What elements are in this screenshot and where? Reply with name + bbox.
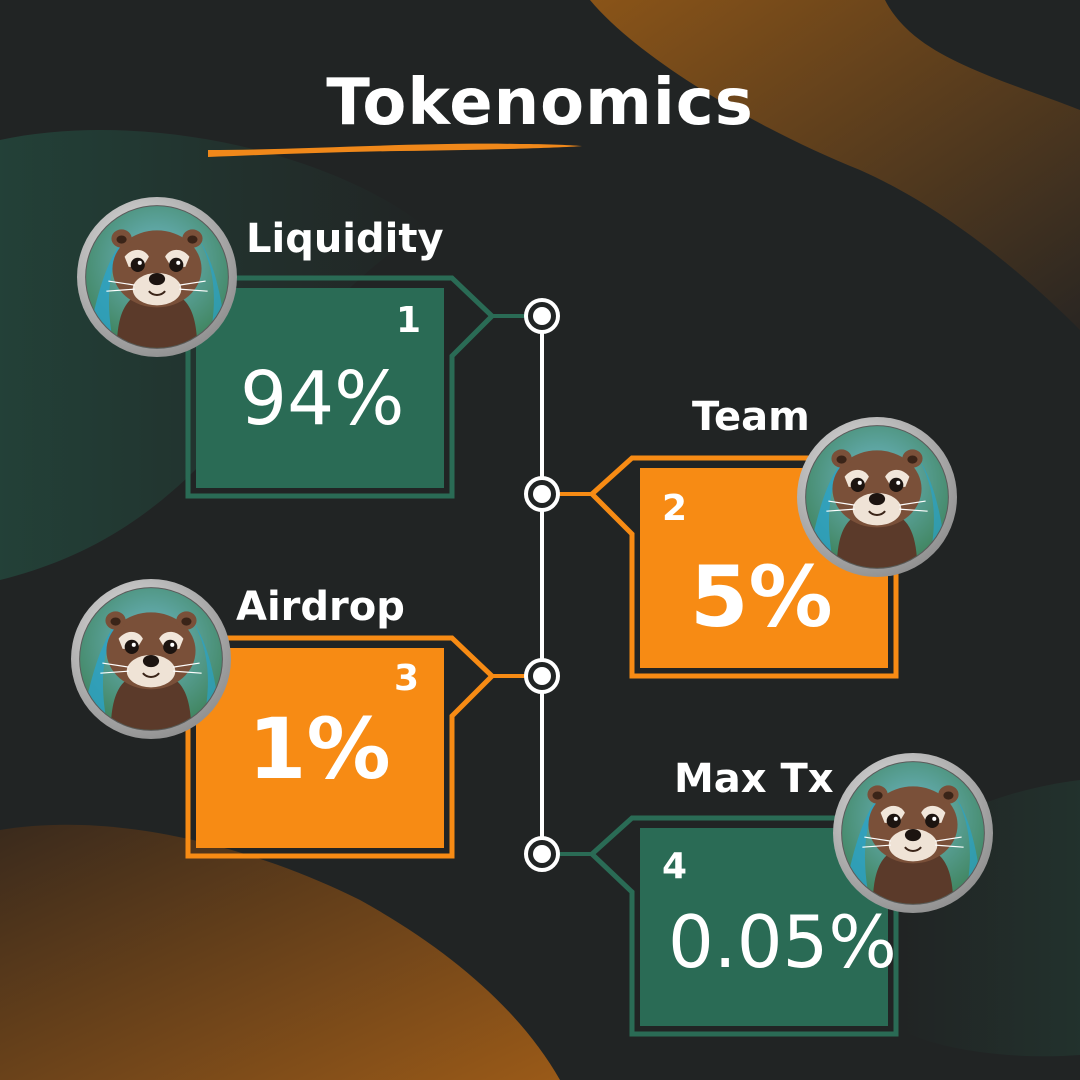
timeline-node-4 [524,836,560,872]
label-liquidity: Liquidity [246,216,444,262]
otter-avatar-icon [76,196,238,358]
label-team: Team [692,394,810,440]
label-airdrop: Airdrop [236,584,405,630]
otter-avatar-icon [796,416,958,578]
box-outline-liquidity [185,275,496,499]
timeline-node-3 [524,658,560,694]
number-team: 2 [662,488,688,529]
number-airdrop: 3 [394,658,420,699]
value-team: 5% [690,548,833,646]
number-max-tx: 4 [662,846,688,887]
label-max-tx: Max Tx [674,756,834,802]
value-max-tx: 0.05% [668,900,897,984]
page-title: Tokenomics [326,66,754,140]
timeline-node-2 [524,476,560,512]
number-liquidity: 1 [396,300,422,341]
value-airdrop: 1% [248,700,391,798]
timeline-node-1 [524,298,560,334]
otter-avatar-icon [832,752,994,914]
box-airdrop [196,648,444,848]
box-liquidity [196,288,444,488]
otter-avatar-icon [70,578,232,740]
box-outline-airdrop [185,635,496,859]
value-liquidity: 94% [240,356,405,442]
